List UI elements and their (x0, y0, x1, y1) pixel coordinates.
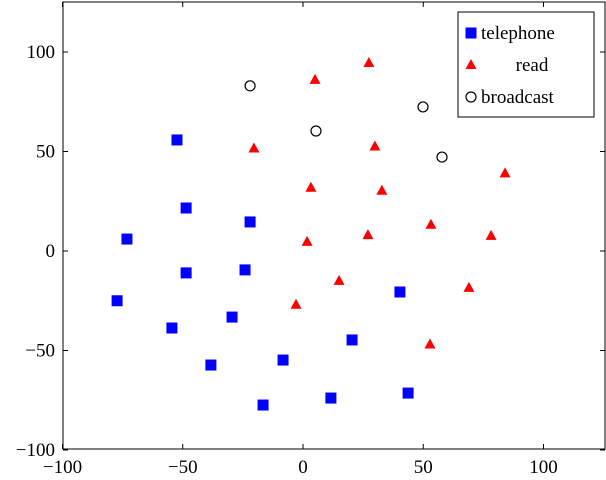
legend-label-telephone: telephone (481, 23, 555, 44)
x-tick-label: 50 (414, 457, 433, 476)
telephone-point (171, 134, 183, 146)
telephone-point (394, 286, 406, 298)
telephone-point (277, 354, 289, 366)
telephone-point (402, 387, 414, 399)
read-point (333, 274, 345, 285)
series-telephone (111, 134, 414, 411)
broadcast-point (436, 151, 448, 163)
legend-read-marker (465, 59, 477, 69)
series-broadcast (244, 80, 448, 163)
series-read (248, 56, 511, 349)
y-tick-label: −100 (16, 440, 55, 461)
broadcast-point (417, 101, 429, 113)
telephone-point (226, 311, 238, 323)
legend-label-read: read (516, 55, 549, 76)
read-point (301, 235, 313, 246)
telephone-point (166, 322, 178, 334)
telephone-point (346, 334, 358, 346)
legend: telephone read broadcast (457, 11, 595, 118)
telephone-point (205, 359, 217, 371)
read-point (248, 142, 260, 153)
telephone-point (180, 202, 192, 214)
read-point (369, 140, 381, 151)
telephone-point (111, 295, 123, 307)
read-point (309, 73, 321, 84)
legend-broadcast-marker (465, 91, 477, 103)
read-point (362, 229, 374, 240)
read-point (485, 229, 497, 240)
read-point (499, 167, 511, 178)
telephone-point (180, 267, 192, 279)
read-point (290, 298, 302, 309)
y-tick-label: 100 (27, 42, 56, 63)
read-point (376, 184, 388, 195)
telephone-point (121, 233, 133, 245)
y-tick-label: −50 (25, 341, 55, 362)
x-tick-label: −50 (168, 457, 198, 476)
telephone-point (325, 392, 337, 404)
legend-box (457, 11, 595, 118)
x-tick-label: 100 (529, 457, 558, 476)
x-tick-label: −100 (43, 457, 82, 476)
x-tick-label: 0 (298, 457, 308, 476)
telephone-point (244, 216, 256, 228)
read-point (363, 56, 375, 67)
read-point (305, 181, 317, 192)
y-tick-label: 50 (36, 142, 55, 163)
broadcast-point (310, 125, 322, 137)
y-tick-label: 0 (46, 241, 56, 262)
read-point (425, 218, 437, 229)
legend-label-broadcast: broadcast (481, 87, 555, 108)
read-point (463, 281, 475, 292)
telephone-point (257, 399, 269, 411)
read-point (424, 338, 436, 349)
broadcast-point (244, 80, 256, 92)
legend-telephone-marker (465, 27, 477, 39)
telephone-point (239, 264, 251, 276)
